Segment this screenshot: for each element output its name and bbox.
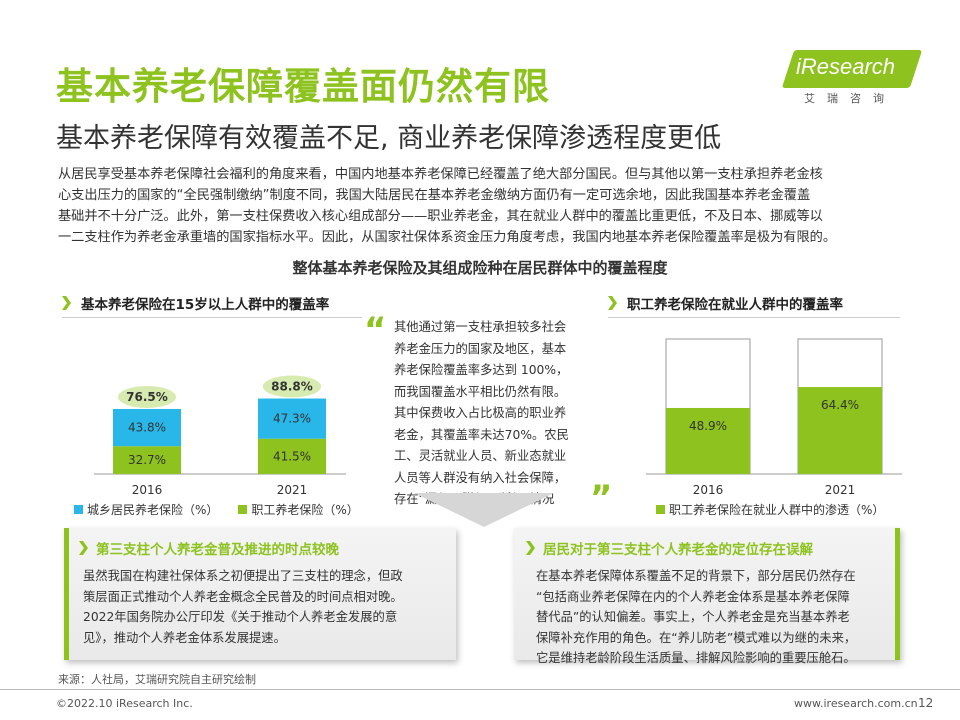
legend-label-resident: 城乡居民养老保险（%） (87, 503, 219, 517)
chevron-right-icon (526, 541, 535, 555)
card-left-body: 虽然我国在构建社保体系之初便提出了三支柱的理念，但政 策层面正式推动个人养老金概… (83, 566, 403, 648)
right-heading-divider (608, 317, 900, 318)
source-note: 来源：人社局，艾瑞研究院自主研究绘制 (58, 673, 256, 686)
card-right-line: 替代品”的认知偏差。事实上，个人养老金是充当基本养老 (536, 610, 850, 624)
intro-paragraph: 从居民享受基本养老保障社会福利的角度来看，中国内地基本养老保障已经覆盖了绝大部分… (58, 164, 918, 248)
left-chart-legend: 城乡居民养老保险（%） 职工养老保险（%） (74, 501, 359, 518)
legend-swatch-penetration (656, 505, 665, 514)
quote-box: “ 其他通过第一支柱承担较多社会 养老金压力的国家及地区，基本 养老保险覆盖率多… (364, 310, 614, 515)
copyright: ©2022.10 iResearch Inc. (56, 697, 193, 710)
data-label: 43.8% (128, 421, 166, 435)
x-tick-label: 2016 (693, 483, 724, 497)
quote-line: 其他通过第一支柱承担较多社会 (394, 320, 567, 334)
quote-open-icon: “ (364, 310, 387, 350)
intro-line: 基础并不十分广泛。此外，第一支柱保费收入核心组成部分——职业养老金，其在就业人群… (58, 209, 823, 224)
iresearch-logo: iResearch 艾瑞咨询 (770, 48, 923, 108)
total-bubble (118, 385, 176, 408)
right-chart-legend: 职工养老保险在就业人群中的渗透（%） (656, 501, 884, 518)
logo-brand-text: iResearch (796, 54, 896, 79)
data-label: 47.3% (273, 412, 311, 426)
quote-line: 养老保险覆盖率多达到 100%， (394, 363, 569, 377)
bar-employee-2016 (113, 446, 181, 474)
card-left-line: 2022年国务院办公厅印发《关于推动个人养老金发展的意 (83, 610, 398, 624)
right-section-heading: 职工养老保险在就业人群中的覆盖率 (608, 293, 843, 313)
intro-line: 心支出压力的国家的“全民强制缴纳”制度不同，我国大陆居民在基本养老金缴纳方面仍有… (58, 188, 811, 203)
data-label: 32.7% (128, 453, 166, 467)
card-third-pillar-timing: 第三支柱个人养老金普及推进的时点较晚 虽然我国在构建社保体系之初便提出了三支柱的… (64, 528, 456, 660)
data-label: 41.5% (273, 449, 311, 463)
data-label: 64.4% (821, 398, 859, 412)
quote-text: 其他通过第一支柱承担较多社会 养老金压力的国家及地区，基本 养老保险覆盖率多达到… (394, 317, 604, 511)
card-right-title: 居民对于第三支柱个人养老金的定位存在误解 (526, 538, 813, 558)
card-left-line: 策层面正式推动个人养老金概念全民普及的时间点相对晚。 (83, 589, 403, 604)
card-right-body: 在基本养老保障体系覆盖不足的背景下，部分居民仍然存在 “包括商业养老保障在内的个… (536, 566, 856, 669)
legend-label-penetration: 职工养老保险在就业人群中的渗透（%） (669, 503, 885, 517)
footer-divider (0, 689, 960, 690)
quote-line: 工、灵活就业人员、新业态就业 (394, 449, 567, 463)
page-subtitle: 基本养老保障有效覆盖不足, 商业养老保障渗透程度更低 (56, 123, 722, 154)
card-right-line: “包括商业养老保障在内的个人养老金体系是基本养老保障 (536, 589, 850, 604)
left-section-heading-text: 基本养老保险在15岁以上人群中的覆盖率 (81, 297, 330, 313)
quote-line: 其中保费收入占比极高的职业养 (394, 406, 567, 420)
legend-label-employee: 职工养老保险（%） (251, 503, 359, 517)
quote-line: 老金，其覆盖率未达70%。农民 (394, 427, 569, 442)
card-third-pillar-misunderstanding: 居民对于第三支柱个人养老金的定位存在误解 在基本养老保障体系覆盖不足的背景下，部… (514, 528, 900, 665)
bar-resident-2016 (113, 408, 181, 447)
quote-line: 而我国覆盖水平相比仍然有限。 (394, 384, 567, 399)
quote-close-icon: ” (590, 478, 613, 518)
chevron-right-icon (608, 296, 617, 310)
x-tick-label: 2016 (132, 483, 163, 497)
card-left-title-text: 第三支柱个人养老金普及推进的时点较晚 (96, 542, 339, 558)
bar-employee-2021 (258, 438, 326, 474)
total-label: 76.5% (126, 390, 168, 404)
card-right-line: 它是维持老龄阶段生活质量、排解风险影响的重要压舱石。 (536, 651, 856, 665)
card-left-line: 虽然我国在构建社保体系之初便提出了三支柱的理念，但政 (83, 569, 403, 583)
logo-cn-text: 艾瑞咨询 (804, 92, 896, 105)
right-bar-chart: 48.9% 2016 64.4% 2021 (646, 338, 902, 497)
right-section-heading-text: 职工养老保险在就业人群中的覆盖率 (627, 297, 843, 313)
chevron-right-icon (79, 541, 88, 555)
left-section-heading: 基本养老保险在15岁以上人群中的覆盖率 (62, 293, 329, 313)
bar-resident-2021 (258, 398, 326, 439)
legend-swatch-resident (74, 505, 83, 514)
quote-line: 人员等人群没有纳入社会保障， (394, 470, 567, 485)
bar-penetration-2016 (666, 407, 750, 474)
card-left-line: 见》，推动个人养老金体系发展提速。 (83, 630, 286, 645)
chevron-right-icon (62, 296, 71, 310)
card-left-title: 第三支柱个人养老金普及推进的时点较晚 (79, 538, 339, 558)
quote-line: 养老金压力的国家及地区，基本 (394, 341, 567, 356)
chart-section-title: 整体基本养老保险及其组成险种在居民群体中的覆盖程度 (292, 259, 668, 277)
legend-swatch-employee (238, 505, 248, 514)
x-tick-label: 2021 (825, 483, 856, 497)
page-title: 基本养老保障覆盖面仍然有限 (56, 65, 550, 108)
bar-penetration-2021 (798, 387, 882, 474)
intro-line: 从居民享受基本养老保障社会福利的角度来看，中国内地基本养老保障已经覆盖了绝大部分… (58, 167, 823, 182)
intro-line: 一二支柱作为养老金承重墙的国家指标水平。因此，从国家社保体系资金压力角度考虑，我… (58, 230, 837, 245)
left-heading-divider (62, 317, 362, 318)
data-label: 48.9% (689, 419, 727, 433)
website-link[interactable]: www.iresearch.com.cn (794, 697, 918, 710)
card-right-line: 保障补充作用的角色。在“养儿防老”模式难以为继的未来， (536, 630, 857, 645)
left-stacked-bar-chart: 32.7% 43.8% 76.5% 2016 41.5% 47.3% 88.8% 2021 (94, 375, 346, 497)
page-number: 12 (918, 696, 934, 710)
card-right-title-text: 居民对于第三支柱个人养老金的定位存在误解 (543, 542, 813, 558)
card-right-line: 在基本养老保障体系覆盖不足的背景下，部分居民仍然存在 (536, 569, 856, 583)
total-bubble (263, 375, 321, 398)
x-tick-label: 2021 (277, 483, 308, 497)
total-label: 88.8% (271, 380, 313, 394)
